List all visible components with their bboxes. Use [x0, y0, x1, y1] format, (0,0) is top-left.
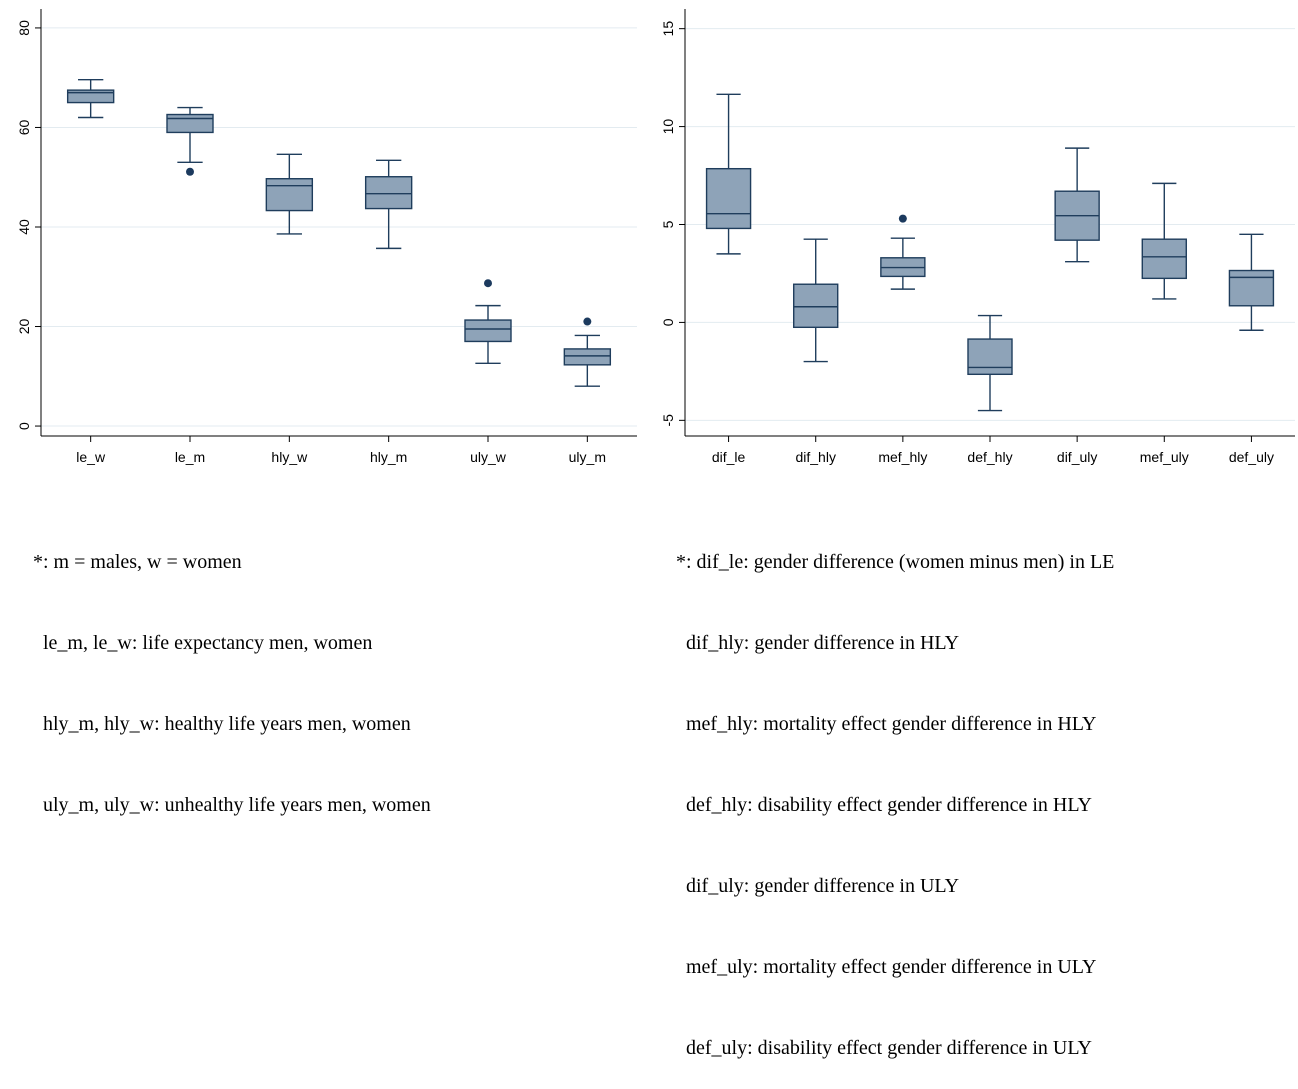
note-line: def_uly: disability effect gender differ…	[676, 1037, 1092, 1059]
right-box-plot: -5 0 5 10 15 dif_le dif_hly mef_hly def_hly dif_u…	[660, 9, 1295, 465]
note-line: hly_m, hly_w: healthy life years men, wo…	[33, 713, 411, 735]
box-hly_w	[265, 153, 314, 235]
x-tick-label: hly_w	[271, 449, 308, 465]
box-dif_hly	[793, 238, 839, 363]
iqr-box	[364, 176, 413, 210]
note-line: le_m, le_w: life expectancy men, women	[33, 632, 373, 654]
y-tick-label: -5	[660, 414, 676, 427]
x-tick-label: dif_hly	[795, 449, 835, 465]
note-line: dif_hly: gender difference in HLY	[676, 632, 960, 654]
iqr-box	[967, 338, 1013, 376]
outlier-point	[186, 167, 194, 176]
iqr-box	[265, 178, 314, 212]
left-legend-note: *: m = males, w = women le_m, le_w: life…	[33, 495, 431, 846]
x-tick-label: uly_w	[470, 449, 507, 465]
y-tick-label: 5	[660, 220, 676, 228]
y-tick-label: 20	[16, 319, 32, 335]
note-line: *: m = males, w = women	[33, 551, 242, 573]
iqr-box	[705, 167, 752, 230]
note-line: *: dif_le: gender difference (women minu…	[676, 551, 1115, 573]
x-tick-label: mef_uly	[1140, 449, 1189, 465]
box-dif_le	[705, 93, 752, 255]
outlier-point	[583, 317, 592, 326]
iqr-box	[1141, 238, 1187, 280]
outlier-point	[484, 279, 492, 288]
box-def_uly	[1228, 233, 1275, 331]
iqr-box	[1228, 269, 1275, 307]
y-tick-label: 0	[660, 318, 676, 326]
box-le_w	[66, 78, 115, 119]
box-mef_hly	[880, 214, 926, 290]
x-tick-label: def_uly	[1229, 449, 1274, 465]
y-tick-label: 40	[16, 219, 32, 235]
x-tick-label: dif_uly	[1057, 449, 1097, 465]
right-legend-note: *: dif_le: gender difference (women minu…	[676, 495, 1114, 1089]
y-tick-label: 80	[16, 20, 32, 36]
left-box-plot: 0 20 40 60 80 le_w le_m hly_w hly_m uly_w uly_m	[16, 9, 637, 465]
box-hly_m	[364, 159, 413, 250]
x-tick-label: hly_m	[370, 449, 407, 465]
x-tick-label: le_w	[76, 449, 106, 465]
x-tick-label: mef_hly	[878, 449, 927, 465]
note-line: def_hly: disability effect gender differ…	[676, 794, 1092, 816]
note-line: dif_uly: gender difference in ULY	[676, 875, 960, 897]
box-def_hly	[967, 314, 1013, 412]
y-tick-label: 10	[660, 119, 676, 135]
iqr-box	[464, 319, 512, 343]
box-dif_uly	[1054, 147, 1100, 263]
x-tick-label: le_m	[175, 449, 205, 465]
x-tick-label: dif_le	[712, 449, 746, 465]
x-tick-label: def_hly	[967, 449, 1012, 465]
iqr-box	[793, 283, 839, 329]
y-tick-label: 15	[660, 21, 676, 37]
iqr-box	[563, 348, 612, 366]
box-mef_uly	[1141, 182, 1187, 300]
note-line: mef_uly: mortality effect gender differe…	[676, 956, 1097, 978]
note-line: mef_hly: mortality effect gender differe…	[676, 713, 1097, 735]
y-tick-label: 60	[16, 119, 32, 135]
outlier-point	[898, 214, 907, 223]
note-line: uly_m, uly_w: unhealthy life years men, …	[33, 794, 431, 816]
box-uly_w	[464, 279, 512, 365]
iqr-box	[166, 113, 214, 134]
box-le_m	[166, 106, 214, 176]
x-tick-label: uly_m	[569, 449, 606, 465]
box-uly_m	[563, 317, 612, 387]
y-tick-label: 0	[16, 422, 32, 430]
